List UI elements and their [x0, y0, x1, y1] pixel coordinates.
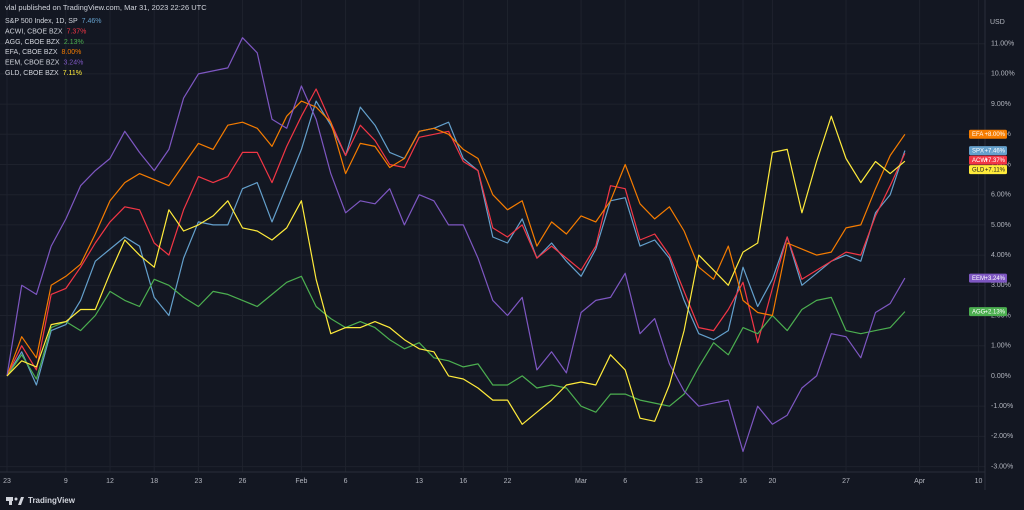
legend-name: S&P 500 Index, 1D, SP	[5, 18, 78, 25]
legend-entry: GLD, CBOE BZX 7.11%	[5, 70, 82, 77]
badge-symbol: EEM	[972, 276, 985, 282]
footer-brand: TradingView	[28, 496, 76, 505]
badge-symbol: AGG	[972, 309, 986, 315]
badge-value: +8.00%	[984, 132, 1005, 138]
badge-value: +2.13%	[984, 309, 1005, 315]
badge-box	[969, 129, 1007, 139]
y-tick-label: 4.00%	[991, 252, 1011, 259]
legend-entry: EFA, CBOE BZX 8.00%	[5, 49, 81, 56]
badge-box	[969, 307, 1007, 317]
x-tick-label: 16	[459, 478, 467, 485]
legend-entry: EEM, CBOE BZX 3.24%	[5, 59, 83, 66]
x-tick-label: 23	[3, 478, 11, 485]
series-line	[6, 100, 906, 386]
logo-shape	[9, 497, 12, 505]
legend-name: ACWI, CBOE BZX	[5, 28, 63, 35]
x-tick-label: 16	[739, 478, 747, 485]
y-tick-label: 10.00%	[991, 71, 1015, 78]
legend-name: GLD, CBOE BZX	[5, 70, 59, 77]
badge-symbol: ACWI	[972, 158, 988, 164]
header: vlal published on TradingView.com, Mar 3…	[5, 3, 207, 12]
y-tick-label: -2.00%	[991, 433, 1013, 440]
y-tick-label: 6.00%	[991, 192, 1011, 199]
price-badge: GLD +7.11%	[969, 165, 1007, 175]
x-tick-label: 12	[106, 478, 114, 485]
logo-shape	[14, 497, 18, 501]
footer-bar	[0, 490, 1024, 510]
legend-entry: ACWI, CBOE BZX 7.37%	[5, 28, 86, 35]
y-tick-label: -3.00%	[991, 463, 1013, 470]
x-tick-label: 9	[64, 478, 68, 485]
series-line	[6, 37, 906, 453]
x-tick-label: 27	[842, 478, 850, 485]
price-badge: EFA +8.00%	[969, 129, 1007, 139]
x-tick-label: 13	[695, 478, 703, 485]
y-tick-label: 0.00%	[991, 373, 1011, 380]
x-tick-label: Apr	[914, 478, 926, 485]
y-tick-label: 5.00%	[991, 222, 1011, 229]
y-tick-label: 11.00%	[991, 41, 1014, 48]
lines	[6, 37, 906, 453]
badge-value: +7.11%	[985, 167, 1006, 173]
price-badge: SPX +7.46%	[969, 146, 1007, 156]
legend-name: AGG, CBOE BZX	[5, 39, 60, 46]
badge-symbol: SPX	[972, 148, 984, 154]
x-tick-label: 20	[769, 478, 777, 485]
legend: S&P 500 Index, 1D, SP 7.46% ACWI, CBOE BZX…	[5, 18, 102, 77]
y-tick-label: 1.00%	[991, 343, 1011, 350]
badge-symbol: GLD	[972, 167, 985, 173]
series-line	[6, 275, 906, 413]
badge-box	[969, 155, 1007, 165]
x-tick-label: 18	[150, 478, 158, 485]
badge-box	[969, 273, 1007, 283]
x-tick-label: 6	[623, 478, 627, 485]
price-badge: EEM +3.24%	[969, 273, 1007, 283]
legend-value: 7.11%	[63, 70, 82, 77]
tradingview-logo	[6, 497, 24, 505]
x-tick-label: 6	[344, 478, 348, 485]
legend-name: EFA, CBOE BZX	[5, 49, 58, 56]
x-tick-label: Mar	[575, 478, 588, 485]
x-tick-label: 23	[194, 478, 202, 485]
badge-symbol: EFA	[972, 132, 983, 138]
badge-value: +7.46%	[984, 148, 1005, 154]
price-badge: ACWI+7.37%	[969, 155, 1007, 165]
x-tick-label: Feb	[295, 478, 307, 485]
badge-box	[969, 146, 1007, 156]
legend-value: 8.00%	[62, 49, 82, 56]
badge-value: +7.37%	[984, 158, 1005, 164]
legend-value: 7.37%	[67, 28, 87, 35]
legend-name: EEM, CBOE BZX	[5, 59, 60, 66]
badge-box	[969, 165, 1007, 175]
price-badge: AGG +2.13%	[969, 307, 1007, 317]
logo-shape	[18, 497, 24, 505]
x-tick-label: 22	[504, 478, 512, 485]
y-axis-label: USD	[990, 19, 1005, 26]
y-tick-label: 7.00%	[991, 161, 1011, 168]
x-tick-label: 13	[415, 478, 423, 485]
legend-value: 3.24%	[63, 59, 83, 66]
series-line	[6, 100, 906, 377]
y-tick-label: 9.00%	[991, 101, 1011, 108]
x-tick-label: 26	[239, 478, 247, 485]
legend-entry: AGG, CBOE BZX 2.13%	[5, 39, 84, 46]
x-tick-label: 10	[975, 478, 983, 485]
y-tick-label: 3.00%	[991, 282, 1011, 289]
legend-entry: S&P 500 Index, 1D, SP 7.46%	[5, 18, 102, 25]
grid	[0, 0, 985, 472]
axes: 11.00% 10.00% 9.00% 8.00% 7.00% 6.00% 5.00% 4.0…	[3, 41, 1015, 485]
legend-value: 7.46%	[82, 18, 102, 25]
series-line	[6, 115, 906, 425]
badge-value: +3.24%	[984, 276, 1005, 282]
y-tick-label: -1.00%	[991, 403, 1013, 410]
legend-value: 2.13%	[64, 39, 84, 46]
